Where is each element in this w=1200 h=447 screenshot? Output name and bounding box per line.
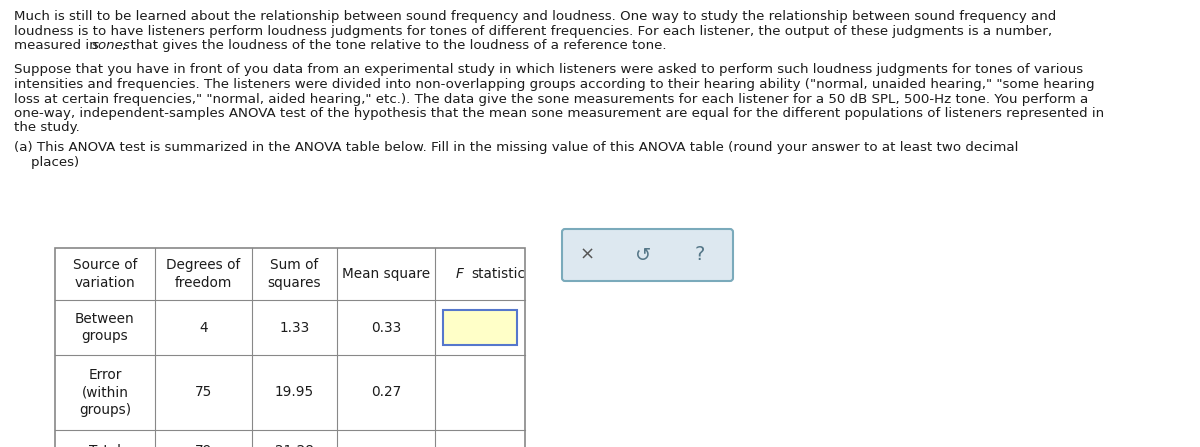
Text: Degrees of
freedom: Degrees of freedom [167, 258, 241, 290]
Text: the study.: the study. [14, 122, 80, 135]
Text: 21.28: 21.28 [275, 444, 314, 447]
Text: Error
(within
groups): Error (within groups) [79, 368, 131, 417]
Text: loss at certain frequencies," "normal, aided hearing," etc.). The data give the : loss at certain frequencies," "normal, a… [14, 93, 1088, 105]
Text: intensities and frequencies. The listeners were divided into non-overlapping gro: intensities and frequencies. The listene… [14, 78, 1094, 91]
Text: 79: 79 [194, 444, 212, 447]
Text: ↺: ↺ [635, 245, 652, 265]
Text: Much is still to be learned about the relationship between sound frequency and l: Much is still to be learned about the re… [14, 10, 1056, 23]
Text: loudness is to have listeners perform loudness judgments for tones of different : loudness is to have listeners perform lo… [14, 25, 1052, 38]
Text: 4: 4 [199, 320, 208, 334]
Text: Suppose that you have in front of you data from an experimental study in which l: Suppose that you have in front of you da… [14, 63, 1084, 76]
Text: ?: ? [695, 245, 706, 265]
Text: 0.27: 0.27 [371, 385, 401, 400]
Bar [443, 310, 517, 345]
Text: Source of
variation: Source of variation [73, 258, 137, 290]
Text: places): places) [14, 156, 79, 169]
Text: 1.33: 1.33 [280, 320, 310, 334]
Bar [55, 248, 526, 447]
Text: F: F [456, 267, 464, 281]
FancyBboxPatch shape [562, 229, 733, 281]
Text: 0.33: 0.33 [371, 320, 401, 334]
Text: one-way, independent-samples ANOVA test of the hypothesis that the mean sone mea: one-way, independent-samples ANOVA test … [14, 107, 1104, 120]
Text: sones: sones [92, 39, 131, 52]
Text: Total: Total [89, 444, 121, 447]
Text: Sum of
squares: Sum of squares [268, 258, 322, 290]
Text: (a) This ANOVA test is summarized in the ANOVA table below. Fill in the missing : (a) This ANOVA test is summarized in the… [14, 142, 1019, 155]
Text: statistic: statistic [470, 267, 526, 281]
Text: ×: × [580, 246, 594, 264]
Text: 19.95: 19.95 [275, 385, 314, 400]
Text: Between
groups: Between groups [76, 312, 134, 343]
Text: Mean square: Mean square [342, 267, 430, 281]
Text: measured in: measured in [14, 39, 102, 52]
Text: , that gives the loudness of the tone relative to the loudness of a reference to: , that gives the loudness of the tone re… [122, 39, 667, 52]
Text: 75: 75 [194, 385, 212, 400]
